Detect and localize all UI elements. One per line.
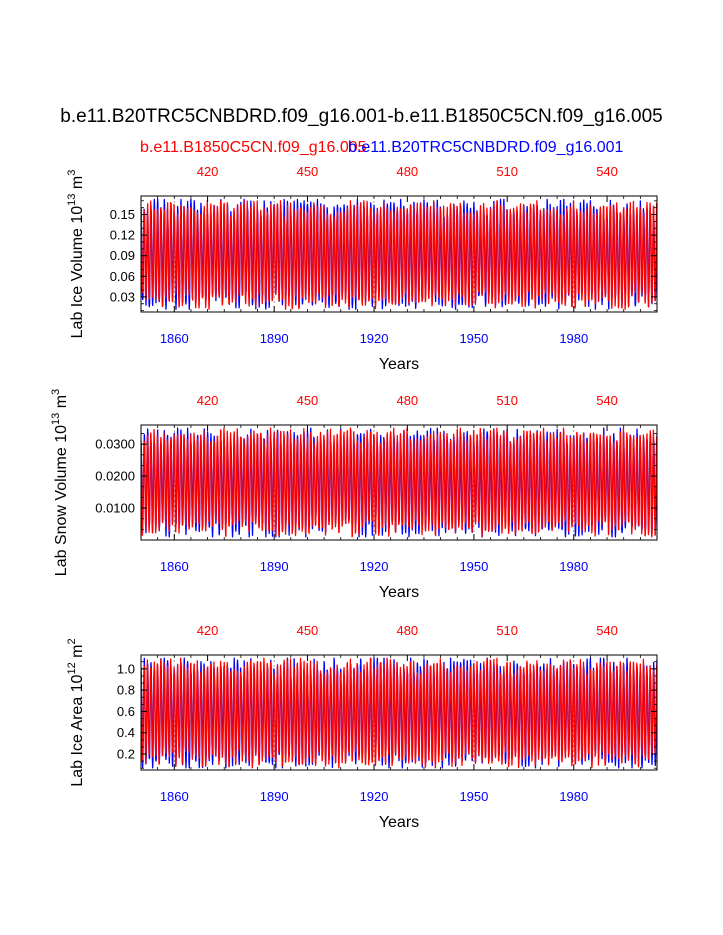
y-tick-label-0.6: 0.6 (117, 704, 135, 719)
x-tick-label-bottom-1890: 1890 (260, 559, 289, 574)
y-tick-label-1.0: 1.0 (117, 661, 135, 676)
y-axis-label: Lab Ice Area 1012 m2 (66, 638, 86, 786)
series-line-red (141, 427, 657, 538)
x-tick-label-top-420: 420 (197, 164, 219, 179)
x-tick-label-top-510: 510 (496, 393, 518, 408)
y-axis-label: Lab Ice Volume 1013 m3 (66, 170, 86, 339)
series-line-red (141, 657, 657, 769)
x-tick-label-top-540: 540 (596, 623, 618, 638)
x-tick-label-bottom-1860: 1860 (160, 789, 189, 804)
y-tick-label-0.2: 0.2 (117, 747, 135, 762)
x-tick-label-top-540: 540 (596, 164, 618, 179)
y-tick-label-0.03: 0.03 (110, 289, 135, 304)
x-tick-label-top-450: 450 (297, 623, 319, 638)
x-tick-label-bottom-1980: 1980 (559, 789, 588, 804)
y-tick-label-0.4: 0.4 (117, 725, 135, 740)
x-axis-label: Years (379, 356, 419, 373)
plot-frame (140, 424, 658, 541)
x-tick-label-top-510: 510 (496, 623, 518, 638)
panel-3: 1860 1890 1920 1950 1980 420 450 480 510 540 0.2 0.… (66, 623, 658, 831)
y-tick-label-0.0100: 0.0100 (95, 501, 135, 516)
x-tick-label-bottom-1890: 1890 (260, 789, 289, 804)
y-tick-label-0.06: 0.06 (110, 269, 135, 284)
x-tick-label-bottom-1920: 1920 (360, 559, 389, 574)
x-tick-label-top-450: 450 (297, 164, 319, 179)
x-tick-label-top-480: 480 (396, 164, 418, 179)
x-tick-label-bottom-1860: 1860 (160, 331, 189, 346)
chart-title: b.e11.B20TRC5CNBDRD.f09_g16.001-b.e11.B1… (60, 106, 663, 127)
panel-1: 1860 1890 1920 1950 1980 420 450 480 510 540 0.03 0… (66, 164, 658, 373)
y-tick-label-0.09: 0.09 (110, 248, 135, 263)
plot-frame (140, 654, 658, 771)
x-tick-label-bottom-1980: 1980 (559, 559, 588, 574)
legend-red-series: b.e11.B1850C5CN.f09_g16.005 (140, 139, 367, 156)
x-tick-label-top-540: 540 (596, 393, 618, 408)
x-tick-label-bottom-1950: 1950 (459, 331, 488, 346)
panel-2: 1860 1890 1920 1950 1980 420 450 480 510 540 0.010… (50, 389, 658, 601)
x-tick-label-bottom-1950: 1950 (459, 559, 488, 574)
y-tick-label-0.0200: 0.0200 (95, 469, 135, 484)
x-axis-label: Years (379, 814, 419, 831)
y-tick-label-0.15: 0.15 (110, 207, 135, 222)
x-tick-label-top-510: 510 (496, 164, 518, 179)
x-tick-label-top-450: 450 (297, 393, 319, 408)
x-tick-label-bottom-1920: 1920 (360, 789, 389, 804)
x-tick-label-top-480: 480 (396, 623, 418, 638)
x-tick-label-top-420: 420 (197, 623, 219, 638)
y-axis-label: Lab Snow Volume 1013 m3 (50, 389, 70, 576)
x-tick-label-top-480: 480 (396, 393, 418, 408)
x-tick-label-bottom-1920: 1920 (360, 331, 389, 346)
plot-frame (140, 195, 658, 313)
x-axis-label: Years (379, 584, 419, 601)
x-tick-label-bottom-1860: 1860 (160, 559, 189, 574)
y-tick-label-0.0300: 0.0300 (95, 437, 135, 452)
x-tick-label-bottom-1980: 1980 (559, 331, 588, 346)
x-tick-label-top-420: 420 (197, 393, 219, 408)
x-tick-label-bottom-1890: 1890 (260, 331, 289, 346)
y-tick-label-0.12: 0.12 (110, 228, 135, 243)
series-line-red (141, 200, 657, 310)
legend-blue-series: b.e11.B20TRC5CNBDRD.f09_g16.001 (348, 139, 624, 156)
y-tick-label-0.8: 0.8 (117, 683, 135, 698)
x-tick-label-bottom-1950: 1950 (459, 789, 488, 804)
